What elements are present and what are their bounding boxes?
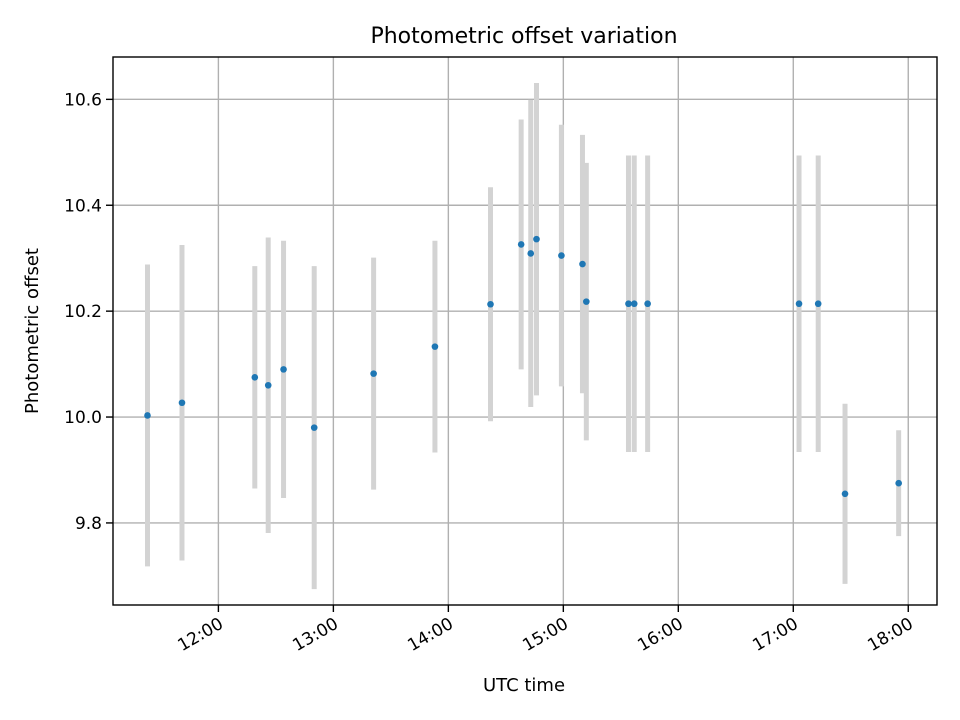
data-point <box>178 399 186 407</box>
grid <box>113 57 937 605</box>
data-point <box>370 370 377 377</box>
data-point <box>310 424 318 431</box>
data-point <box>280 366 287 373</box>
y-axis-label: Photometric offset <box>22 248 43 414</box>
data-point <box>841 490 849 498</box>
data-point <box>487 300 494 308</box>
data-point <box>517 241 525 248</box>
x-axis-ticks: 12:00 13:00 14:00 15:00 16:00 17:00 18:00 <box>174 605 917 656</box>
y-tick-label: 10.2 <box>64 302 102 322</box>
data-point <box>583 298 590 305</box>
x-tick-label: 14:00 <box>404 614 456 656</box>
data-point <box>795 300 803 308</box>
x-tick-label: 16:00 <box>634 614 686 656</box>
data-point <box>630 300 638 308</box>
x-axis-label: UTC time <box>483 675 565 696</box>
data-point <box>527 250 535 257</box>
y-tick-label: 10.6 <box>64 90 102 110</box>
data-point <box>251 374 259 381</box>
error-bars <box>144 82 902 590</box>
data-point <box>558 252 565 259</box>
data-point <box>895 479 902 487</box>
data-point <box>644 300 651 308</box>
chart-title: Photometric offset variation <box>370 24 677 49</box>
y-tick-label: 9.8 <box>75 514 102 534</box>
y-axis-ticks: 9.8 10.0 10.2 10.4 10.6 <box>64 90 113 534</box>
x-tick-label: 12:00 <box>174 614 226 656</box>
y-tick-label: 10.0 <box>64 408 102 428</box>
data-point <box>625 300 632 308</box>
x-tick-label: 17:00 <box>749 614 801 656</box>
data-point <box>814 300 822 308</box>
data-points <box>144 235 902 498</box>
data-point <box>579 260 586 268</box>
x-tick-label: 13:00 <box>289 614 341 656</box>
data-point <box>264 381 272 389</box>
data-point <box>431 343 439 350</box>
x-tick-label: 18:00 <box>864 614 916 656</box>
data-point <box>144 412 151 419</box>
y-tick-label: 10.4 <box>64 196 102 216</box>
data-point <box>533 235 540 243</box>
x-tick-label: 15:00 <box>519 614 571 656</box>
plot-frame <box>112 56 938 606</box>
